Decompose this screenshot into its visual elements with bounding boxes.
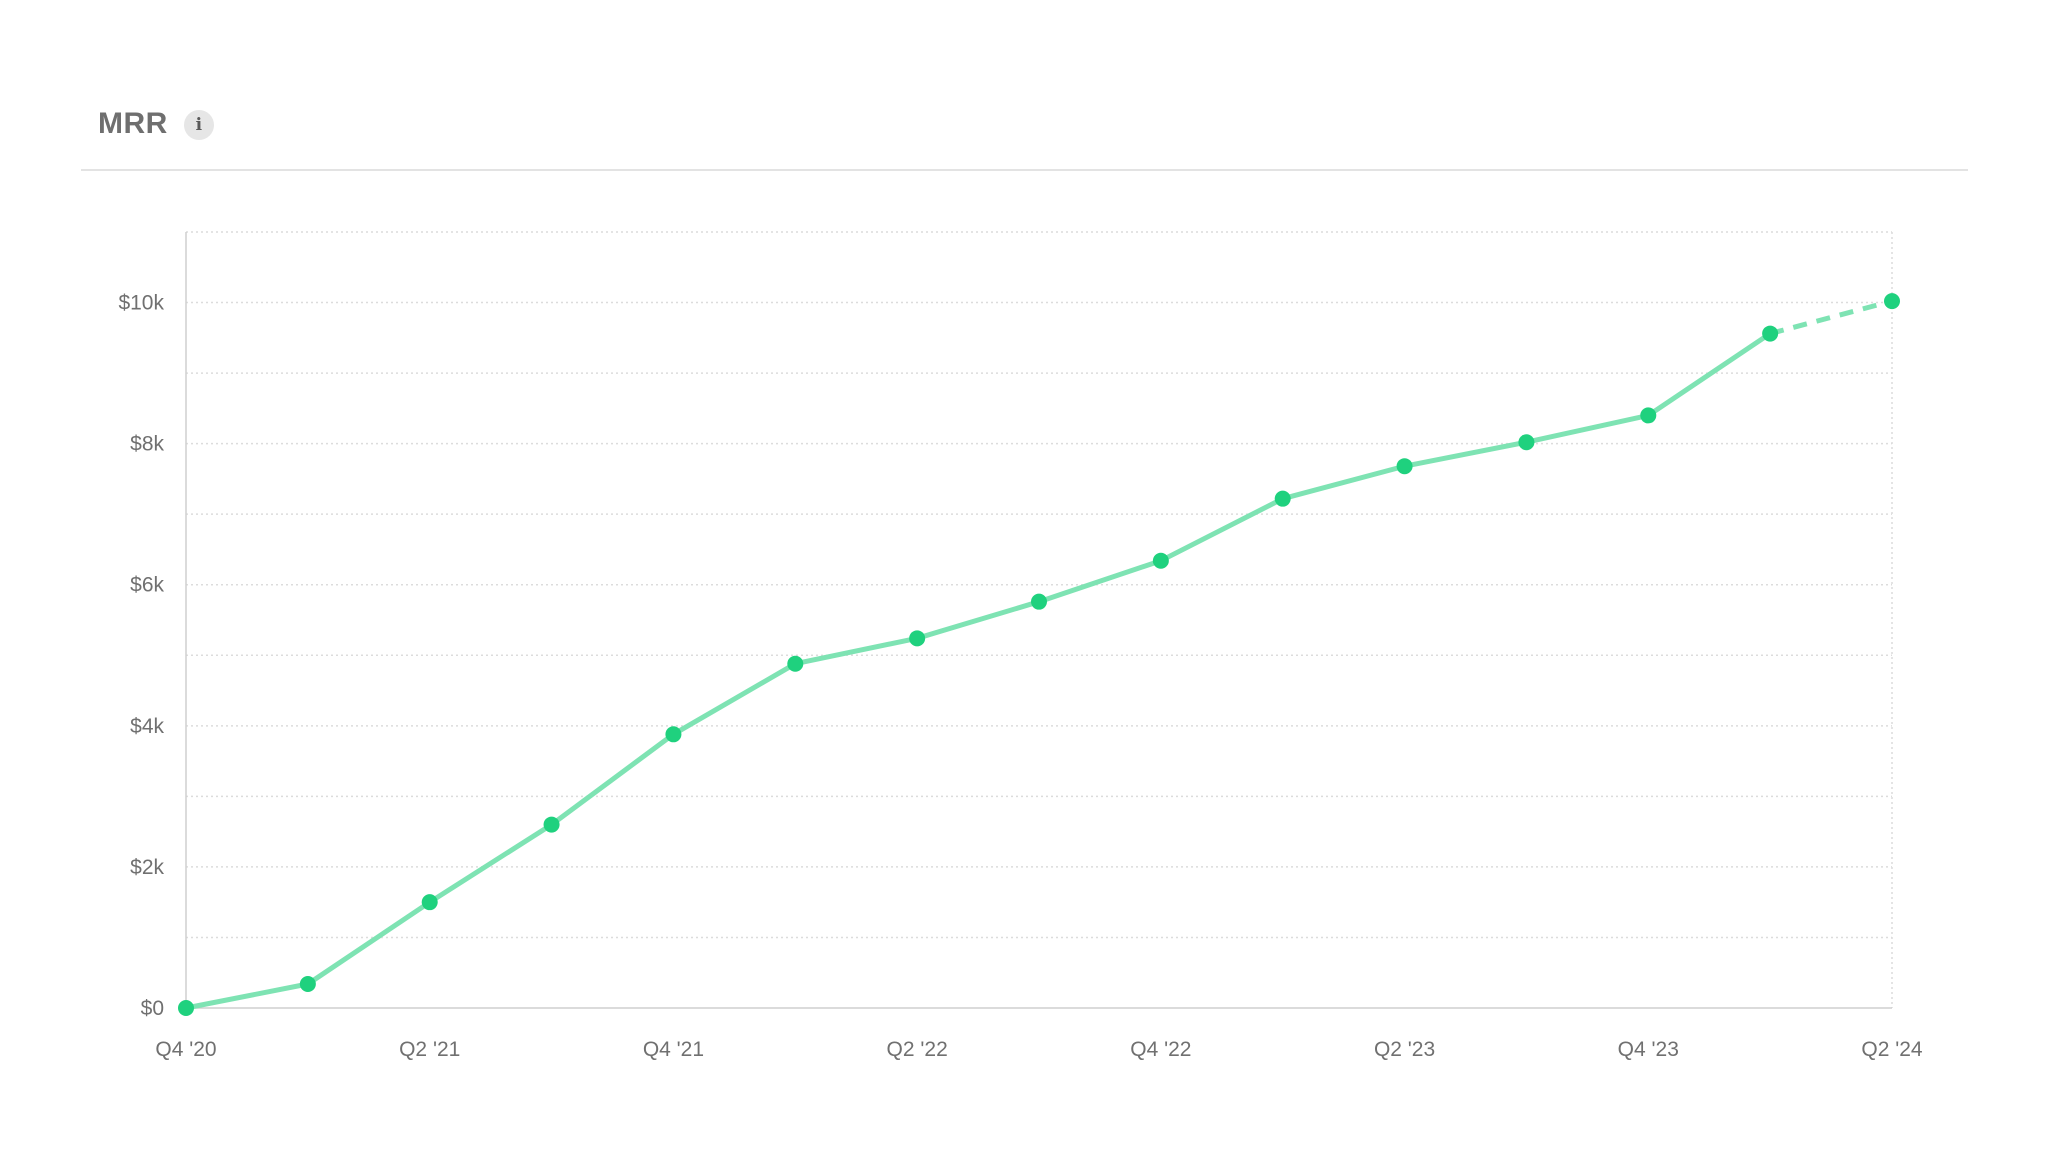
info-icon[interactable]: i (183, 110, 214, 140)
data-point (1640, 407, 1657, 424)
data-point (665, 726, 682, 743)
data-point (421, 894, 438, 911)
tick-label-layer: $0 $2k $4k $6k $8k $10k Q4 '20 Q2 '21 Q4 '21 Q2 '… (118, 292, 1922, 1061)
x-tick-label: Q2 '23 (1374, 1038, 1435, 1061)
grid-layer (186, 231, 1893, 1008)
y-tick-label: $8k (130, 433, 164, 456)
x-tick-label: Q2 '24 (1861, 1038, 1923, 1061)
chart-title: MRR (98, 107, 168, 140)
axis-layer (185, 232, 1892, 1009)
data-point (1762, 325, 1779, 342)
x-tick-label: Q2 '21 (399, 1038, 460, 1061)
x-tick-label: Q4 '22 (1130, 1038, 1191, 1061)
data-point (1396, 458, 1413, 475)
y-tick-label: $0 (141, 997, 164, 1020)
x-tick-label: Q2 '22 (887, 1038, 948, 1061)
y-tick-label: $6k (130, 574, 164, 597)
data-point (909, 630, 926, 647)
x-tick-label: Q4 '21 (643, 1038, 704, 1061)
chart-header: MRR i (98, 100, 214, 148)
header-divider (81, 169, 1968, 171)
x-tick-label: Q4 '23 (1618, 1038, 1679, 1061)
series-line-layer (183, 298, 1893, 1011)
y-tick-label: $4k (130, 715, 164, 738)
data-point (1518, 434, 1535, 451)
y-tick-label: $10k (118, 292, 164, 315)
data-point (1274, 490, 1291, 507)
x-tick-label: Q4 '20 (155, 1038, 216, 1061)
data-point (543, 816, 560, 833)
y-tick-label: $2k (130, 856, 164, 879)
series-line-projected (1769, 298, 1893, 337)
data-point (1031, 593, 1047, 610)
data-point (178, 1000, 194, 1016)
data-point (1884, 293, 1900, 310)
data-point (1152, 552, 1169, 569)
data-point (299, 976, 316, 993)
data-point-layer (178, 293, 1900, 1016)
series-line (183, 331, 1773, 1011)
data-point (787, 655, 804, 672)
